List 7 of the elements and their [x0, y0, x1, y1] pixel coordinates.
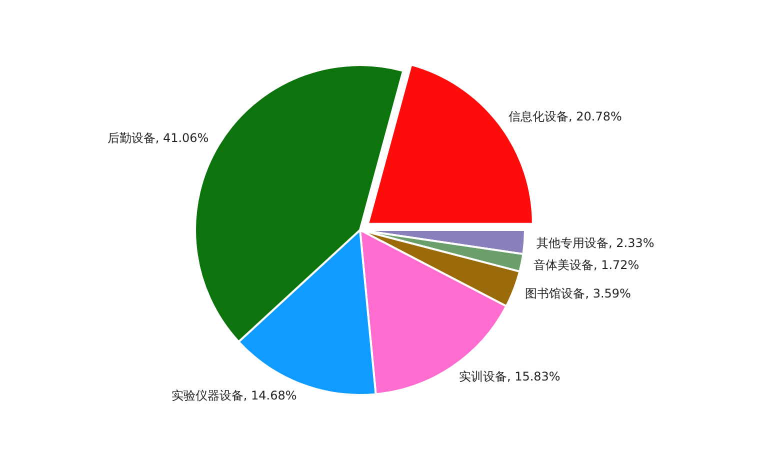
slice-label: 实训设备, 15.83% [458, 370, 560, 384]
slice-label: 后勤设备, 41.06% [107, 131, 209, 146]
slice-label: 其他专用设备, 2.33% [536, 236, 654, 250]
slice-label: 音体美设备, 1.72% [533, 258, 640, 272]
slice-label: 图书馆设备, 3.59% [525, 286, 631, 301]
slice-label: 信息化设备, 20.78% [508, 109, 622, 124]
slice-label: 实验仪器设备, 14.68% [171, 388, 297, 402]
